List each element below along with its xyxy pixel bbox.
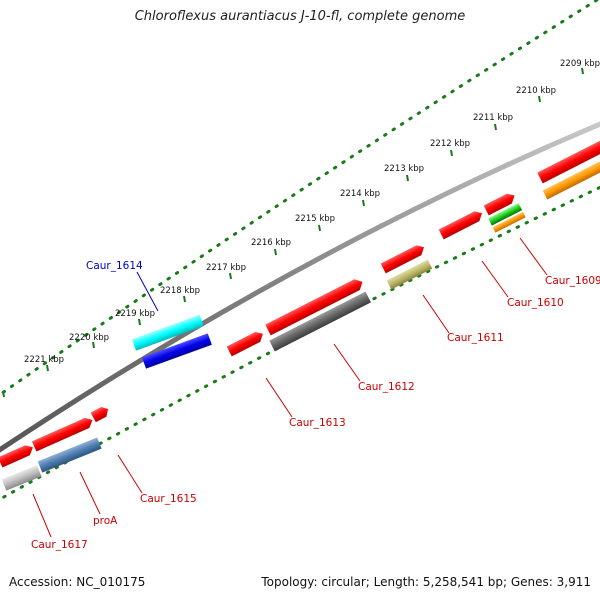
map-title: Chloroflexus aurantiacus J-10-fl, comple… <box>134 9 466 24</box>
gene-feature[interactable] <box>537 136 600 184</box>
ruler-tick <box>494 123 497 131</box>
ruler-label: 2221 kbp <box>24 355 64 365</box>
gene-feature[interactable] <box>265 277 365 336</box>
ruler-labels: 2209 kbp 2210 kbp 2211 kbp 2212 kbp 2213 kbp… <box>24 59 600 365</box>
ruler-tick <box>406 174 409 182</box>
ruler-tick <box>46 364 49 372</box>
genome-summary-text: Topology: circular; Length: 5,258,541 bp… <box>261 575 591 589</box>
ruler-label: 2219 kbp <box>115 309 155 319</box>
gene-feature[interactable] <box>31 415 95 452</box>
gene-feature[interactable] <box>542 158 600 200</box>
gene-feature[interactable] <box>380 243 427 274</box>
gene-feature-highlight[interactable] <box>131 314 204 351</box>
ruler-tick <box>450 149 453 157</box>
gene-feature[interactable] <box>1 465 42 491</box>
ruler-label: 2215 kbp <box>295 214 335 224</box>
gene-labels: Caur_1609 Caur_1610 Caur_1611 Caur_1612 Caur… <box>31 260 600 551</box>
ruler-label: 2216 kbp <box>251 238 291 248</box>
ruler-outer-track <box>0 0 600 397</box>
gene-feature[interactable] <box>483 191 518 216</box>
gene-label[interactable]: Caur_1615 <box>140 493 197 505</box>
ruler-label: 2214 kbp <box>340 189 380 199</box>
gene-label[interactable]: Caur_1611 <box>447 332 504 344</box>
gene-label[interactable]: Caur_1610 <box>507 297 564 309</box>
ruler-tick <box>2 390 5 398</box>
gene-features <box>0 136 600 491</box>
gene-label[interactable]: Caur_1612 <box>358 381 415 393</box>
ruler-label: 2213 kbp <box>384 164 424 174</box>
ruler-ticks <box>2 67 584 398</box>
gene-label[interactable]: Caur_1609 <box>545 275 600 287</box>
gene-feature[interactable] <box>90 405 111 423</box>
ruler-label: 2220 kbp <box>69 333 109 343</box>
ruler-tick <box>92 341 95 349</box>
gene-feature[interactable] <box>141 333 212 369</box>
ruler-tick <box>581 67 584 75</box>
ruler-label: 2218 kbp <box>160 286 200 296</box>
gene-feature[interactable] <box>386 259 433 290</box>
ruler-label: 2210 kbp <box>516 86 556 96</box>
gene-label[interactable]: proA <box>93 515 118 527</box>
label-leader-lines <box>32 237 548 538</box>
gene-feature[interactable] <box>269 291 371 352</box>
ruler-tick <box>538 95 541 103</box>
gene-feature[interactable] <box>438 209 485 240</box>
gene-label[interactable]: Caur_1617 <box>31 539 88 551</box>
ruler-tick <box>318 224 321 232</box>
ruler-label: 2209 kbp <box>560 59 600 69</box>
gene-label[interactable]: Caur_1613 <box>289 417 346 429</box>
ruler-tick <box>138 318 141 326</box>
ruler-inner-track <box>0 185 600 501</box>
ruler-tick <box>274 248 277 256</box>
ruler-tick <box>362 199 365 207</box>
accession-text: Accession: NC_010175 <box>9 575 146 589</box>
gene-feature[interactable] <box>0 443 35 468</box>
gene-feature[interactable] <box>226 329 266 357</box>
ruler-tick <box>183 295 186 303</box>
gene-feature[interactable] <box>37 437 102 473</box>
gene-label[interactable]: Caur_1614 <box>86 260 143 272</box>
ruler-tick <box>229 272 232 280</box>
genome-backbone <box>0 121 600 453</box>
ruler-label: 2212 kbp <box>430 139 470 149</box>
ruler-label: 2217 kbp <box>206 263 246 273</box>
ruler-label: 2211 kbp <box>473 113 513 123</box>
gene-feature[interactable] <box>488 203 523 226</box>
gene-feature[interactable] <box>492 211 526 233</box>
